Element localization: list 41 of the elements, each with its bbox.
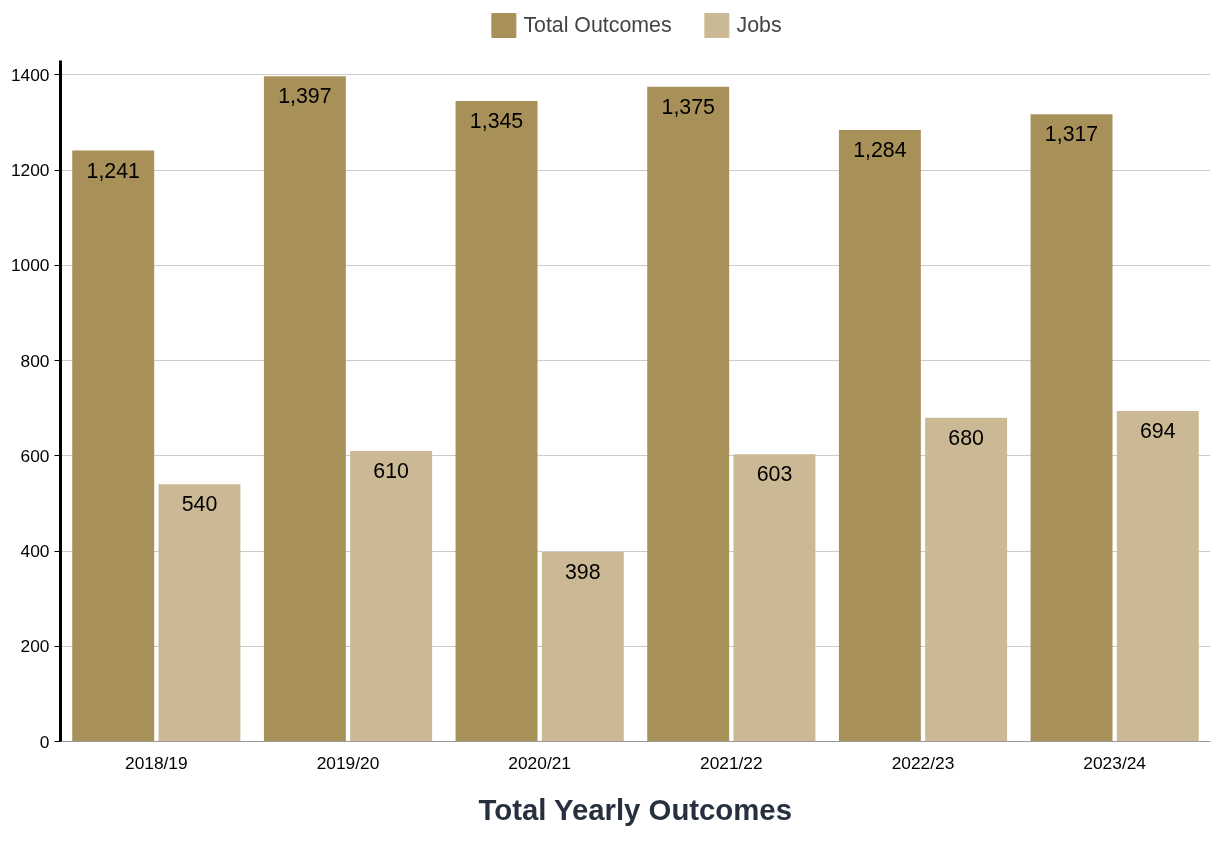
data-label: 610 — [373, 459, 410, 483]
x-tick-label: 2023/24 — [1083, 752, 1147, 773]
bar — [541, 551, 624, 742]
bar — [925, 417, 1008, 742]
y-tick-label: 1400 — [10, 64, 50, 85]
y-tick-label: 600 — [20, 445, 50, 466]
bar — [263, 76, 346, 742]
data-label: 603 — [756, 462, 793, 487]
data-label: 680 — [948, 425, 985, 450]
bar — [1030, 114, 1113, 742]
legend-label: Jobs — [736, 12, 782, 38]
data-label: 1,397 — [278, 84, 332, 109]
y-tick-label: 1000 — [10, 255, 50, 276]
y-tick-label: 400 — [20, 541, 50, 562]
text: Total Yearly Outcomes — [478, 792, 792, 826]
x-tick-label: 2019/20 — [316, 752, 380, 773]
data-label: 1,241 — [86, 158, 140, 183]
x-tick-label: 2022/23 — [891, 752, 955, 773]
x-tick-label: 2018/19 — [125, 752, 188, 773]
bar — [455, 100, 538, 742]
data-label: 694 — [1140, 419, 1176, 443]
data-label: 1,317 — [1044, 122, 1099, 147]
data-label: 1,284 — [853, 138, 907, 163]
y-tick-label: 0 — [39, 731, 50, 752]
legend-label: Total Outcomes — [523, 12, 672, 38]
x-tick-label: 2021/22 — [700, 752, 763, 773]
bar — [1116, 411, 1199, 742]
bar — [350, 451, 433, 742]
y-tick-label: 800 — [20, 350, 50, 371]
data-label: 1,345 — [469, 108, 524, 133]
bar — [838, 130, 921, 742]
data-label: 540 — [181, 492, 218, 517]
data-label: 398 — [565, 559, 601, 584]
bar — [158, 484, 241, 742]
data-label: 1,375 — [661, 94, 715, 119]
bar — [733, 454, 816, 742]
y-tick-label: 200 — [20, 636, 50, 657]
y-tick-label: 1200 — [10, 160, 50, 181]
x-tick-label: 2020/21 — [508, 752, 571, 773]
bar — [647, 86, 730, 742]
bar — [72, 150, 155, 742]
